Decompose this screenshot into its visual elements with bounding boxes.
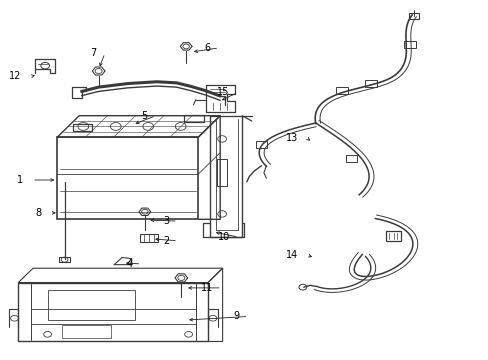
Text: 14: 14: [285, 250, 297, 260]
Bar: [335, 87, 347, 94]
Text: 1: 1: [17, 175, 23, 185]
Bar: [365, 80, 376, 87]
Text: 2: 2: [163, 236, 169, 246]
Bar: [217, 159, 226, 186]
Bar: [408, 13, 418, 19]
Bar: [345, 155, 357, 162]
Text: 5: 5: [141, 111, 147, 121]
Text: 15: 15: [216, 87, 228, 98]
Text: 7: 7: [90, 48, 96, 58]
Text: 11: 11: [200, 283, 212, 293]
Bar: [73, 123, 92, 131]
Text: 13: 13: [285, 133, 297, 143]
Bar: [62, 325, 111, 338]
Bar: [47, 290, 135, 320]
Bar: [140, 234, 158, 242]
Text: 3: 3: [163, 216, 169, 226]
Bar: [184, 115, 203, 122]
Bar: [385, 231, 400, 241]
Bar: [19, 283, 207, 342]
Bar: [57, 137, 198, 219]
Bar: [59, 257, 70, 262]
Text: 6: 6: [204, 43, 210, 53]
Text: 8: 8: [35, 208, 41, 218]
Bar: [255, 141, 267, 148]
Text: 12: 12: [9, 71, 22, 81]
Text: 4: 4: [126, 259, 132, 269]
Text: 9: 9: [233, 311, 239, 321]
Text: 10: 10: [217, 232, 229, 242]
Bar: [403, 41, 415, 48]
